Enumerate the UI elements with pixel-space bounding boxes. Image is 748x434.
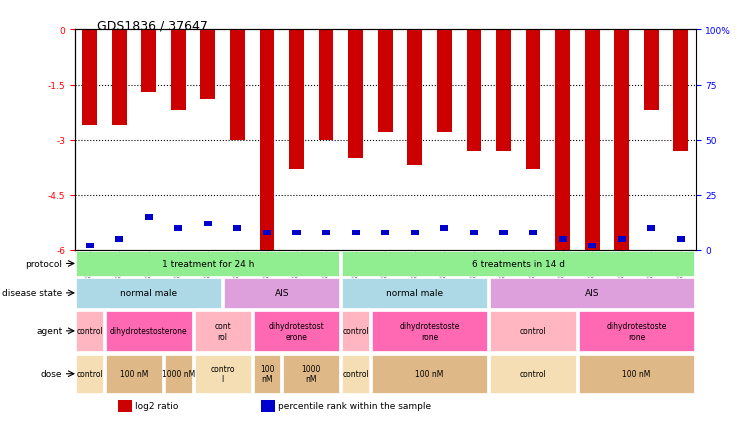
FancyBboxPatch shape (372, 311, 487, 351)
Bar (82, 30, 97, 126)
Text: control: control (520, 369, 547, 378)
Bar (437, 30, 452, 133)
Bar (292, 230, 301, 236)
Text: 1000
nM: 1000 nM (301, 364, 321, 384)
FancyBboxPatch shape (254, 355, 280, 393)
Text: dose: dose (41, 369, 62, 378)
FancyBboxPatch shape (283, 355, 340, 393)
FancyBboxPatch shape (343, 251, 694, 276)
Bar (496, 30, 511, 151)
Text: dihydrotestosterone: dihydrotestosterone (110, 327, 188, 335)
Bar (467, 30, 481, 151)
Bar (319, 30, 334, 140)
Bar (526, 30, 540, 170)
Bar (200, 30, 215, 100)
Text: protocol: protocol (25, 260, 62, 268)
Bar (263, 230, 271, 236)
FancyBboxPatch shape (490, 355, 576, 393)
Text: normal male: normal male (120, 289, 177, 298)
Text: 1000 nM: 1000 nM (162, 369, 195, 378)
Bar (174, 226, 183, 231)
Bar (614, 30, 629, 250)
FancyBboxPatch shape (105, 311, 191, 351)
Bar (381, 230, 389, 236)
Bar (408, 30, 422, 166)
Bar (673, 30, 688, 151)
Text: dihydrotestoste
rone: dihydrotestoste rone (607, 322, 666, 341)
FancyBboxPatch shape (76, 355, 103, 393)
FancyBboxPatch shape (579, 311, 694, 351)
FancyBboxPatch shape (224, 279, 340, 308)
FancyBboxPatch shape (76, 311, 103, 351)
Bar (115, 237, 123, 242)
Text: 100 nM: 100 nM (415, 369, 444, 378)
Bar (588, 243, 596, 249)
FancyBboxPatch shape (343, 279, 487, 308)
Text: 100
nM: 100 nM (260, 364, 275, 384)
Text: cont
rol: cont rol (214, 322, 231, 341)
Text: log2 ratio: log2 ratio (135, 401, 178, 410)
Bar (261, 400, 275, 412)
Bar (141, 30, 156, 93)
Text: control: control (76, 369, 103, 378)
FancyBboxPatch shape (343, 355, 369, 393)
Bar (118, 400, 132, 412)
Bar (411, 230, 419, 236)
FancyBboxPatch shape (579, 355, 694, 393)
Text: GDS1836 / 37647: GDS1836 / 37647 (97, 20, 208, 33)
Bar (559, 237, 567, 242)
Text: AIS: AIS (585, 289, 599, 298)
Bar (233, 226, 242, 231)
FancyBboxPatch shape (254, 311, 340, 351)
FancyBboxPatch shape (343, 311, 369, 351)
FancyBboxPatch shape (372, 355, 487, 393)
Text: control: control (343, 327, 369, 335)
FancyBboxPatch shape (490, 279, 694, 308)
Text: 100 nM: 100 nM (120, 369, 148, 378)
Text: 100 nM: 100 nM (622, 369, 651, 378)
Text: 1 treatment for 24 h: 1 treatment for 24 h (162, 260, 254, 268)
Bar (585, 30, 600, 250)
FancyBboxPatch shape (194, 311, 251, 351)
Bar (378, 30, 393, 133)
Bar (352, 230, 360, 236)
FancyBboxPatch shape (194, 355, 251, 393)
Bar (555, 30, 570, 250)
Text: agent: agent (36, 327, 62, 335)
Bar (260, 30, 275, 250)
Bar (349, 30, 363, 159)
FancyBboxPatch shape (105, 355, 162, 393)
FancyBboxPatch shape (76, 279, 221, 308)
Bar (618, 237, 626, 242)
Bar (85, 243, 94, 249)
Bar (203, 221, 212, 227)
FancyBboxPatch shape (490, 311, 576, 351)
Bar (441, 226, 448, 231)
Bar (500, 230, 508, 236)
Text: dihydrotestost
erone: dihydrotestost erone (269, 322, 325, 341)
Bar (171, 30, 186, 111)
Bar (144, 215, 153, 220)
FancyBboxPatch shape (76, 251, 340, 276)
Text: dihydrotestoste
rone: dihydrotestoste rone (399, 322, 460, 341)
Bar (289, 30, 304, 170)
Text: disease state: disease state (2, 289, 62, 298)
Text: contro
l: contro l (210, 364, 235, 384)
Bar (322, 230, 330, 236)
Text: control: control (76, 327, 103, 335)
Bar (644, 30, 659, 111)
Bar (470, 230, 478, 236)
Bar (111, 30, 126, 126)
Text: 6 treatments in 14 d: 6 treatments in 14 d (472, 260, 565, 268)
Text: control: control (520, 327, 547, 335)
Bar (529, 230, 537, 236)
FancyBboxPatch shape (165, 355, 191, 393)
Text: percentile rank within the sample: percentile rank within the sample (278, 401, 431, 410)
Bar (647, 226, 655, 231)
Bar (677, 237, 685, 242)
Text: AIS: AIS (275, 289, 289, 298)
Bar (230, 30, 245, 140)
Text: normal male: normal male (386, 289, 444, 298)
Text: control: control (343, 369, 369, 378)
